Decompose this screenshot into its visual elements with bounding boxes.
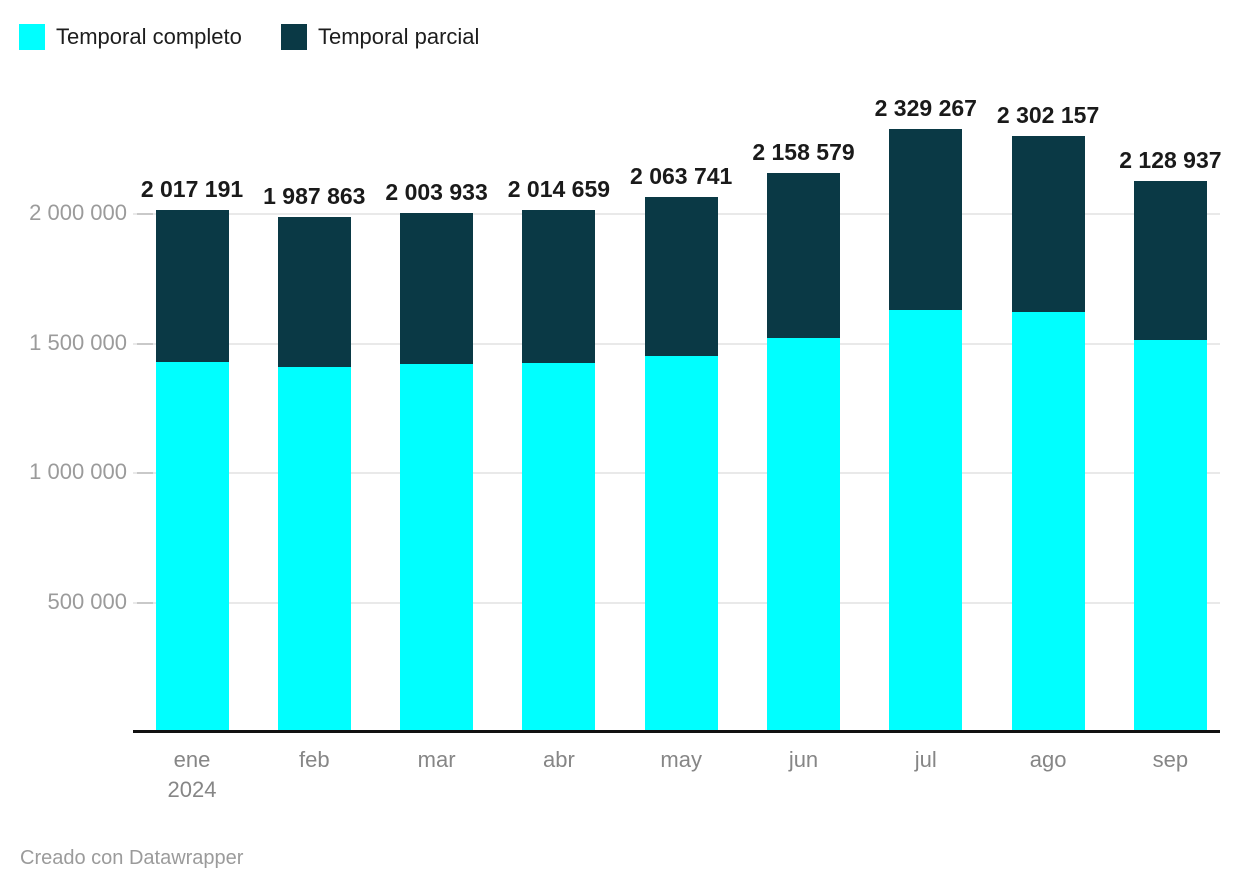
bar-segment-temporal-completo[interactable] <box>522 363 596 732</box>
bar-segment-temporal-parcial[interactable] <box>277 217 351 368</box>
y-tick-mark <box>137 342 153 345</box>
x-axis-line <box>133 730 1220 733</box>
y-axis-tick-label: 1 000 000 <box>29 459 127 484</box>
bar-segment-temporal-completo[interactable] <box>1011 312 1085 732</box>
y-tick-mark <box>137 601 153 604</box>
bar-total-label: 2 329 267 <box>874 94 977 121</box>
bar-total-label: 2 158 579 <box>752 138 855 165</box>
bar-segment-temporal-parcial[interactable] <box>400 212 474 365</box>
bar-total-label: 2 128 937 <box>1119 146 1222 173</box>
bar-segment-temporal-parcial[interactable] <box>1011 135 1085 313</box>
legend-swatch-completo-icon <box>19 24 45 50</box>
bar-total-label: 2 063 741 <box>630 163 733 190</box>
bar-segment-temporal-completo[interactable] <box>1133 340 1207 732</box>
bar-total-label: 2 014 659 <box>507 176 611 203</box>
legend-swatch-parcial-icon <box>281 24 307 50</box>
bar-segment-temporal-parcial[interactable] <box>889 128 963 310</box>
bar-total-label: 2 003 933 <box>385 178 488 205</box>
bar-segment-temporal-parcial[interactable] <box>155 209 229 363</box>
x-axis-tick-label: may <box>660 747 702 772</box>
x-axis-tick-label: ago <box>1029 747 1067 772</box>
y-tick-mark <box>137 472 153 474</box>
y-axis-tick-label: 1 500 000 <box>29 329 127 355</box>
bar-segment-temporal-parcial[interactable] <box>1133 180 1207 341</box>
legend-label-completo: Temporal completo <box>56 24 242 49</box>
bar-segment-temporal-completo[interactable] <box>400 364 474 732</box>
bar-segment-temporal-completo[interactable] <box>767 338 840 732</box>
legend-item-temporal-completo: Temporal completo <box>19 23 242 51</box>
x-axis-tick-sublabel: 2024 <box>167 777 217 802</box>
bar-segment-temporal-completo[interactable] <box>155 362 229 732</box>
x-axis-tick-label: sep <box>1152 747 1189 772</box>
x-axis-tick-label: ene 2024 <box>131 745 253 805</box>
y-axis-tick-label: 2 000 000 <box>29 200 127 225</box>
x-axis-tick-label: jul <box>914 747 937 772</box>
legend-item-temporal-parcial: Temporal parcial <box>281 23 479 51</box>
y-axis-tick-label: 500 000 <box>47 588 127 614</box>
bar-segment-temporal-completo[interactable] <box>644 356 718 732</box>
bar-segment-temporal-parcial[interactable] <box>644 197 718 357</box>
bar-total-label: 1 987 863 <box>263 183 366 210</box>
datawrapper-credit-link[interactable]: Creado con Datawrapper <box>20 847 244 869</box>
x-axis-tick-label: mar <box>417 747 456 772</box>
bar-segment-temporal-parcial[interactable] <box>767 172 840 339</box>
bar-segment-temporal-completo[interactable] <box>889 309 963 732</box>
bar-segment-temporal-parcial[interactable] <box>522 210 596 364</box>
legend-label-parcial: Temporal parcial <box>318 24 480 49</box>
bar-total-label: 2 017 191 <box>140 175 244 202</box>
y-tick-mark <box>137 213 153 215</box>
bar-total-label: 2 302 157 <box>996 101 1100 128</box>
x-axis-tick-label: jun <box>788 747 819 772</box>
x-axis-tick-label: feb <box>299 747 330 772</box>
x-axis-tick-label: abr <box>542 747 575 772</box>
bar-segment-temporal-completo[interactable] <box>277 367 351 732</box>
